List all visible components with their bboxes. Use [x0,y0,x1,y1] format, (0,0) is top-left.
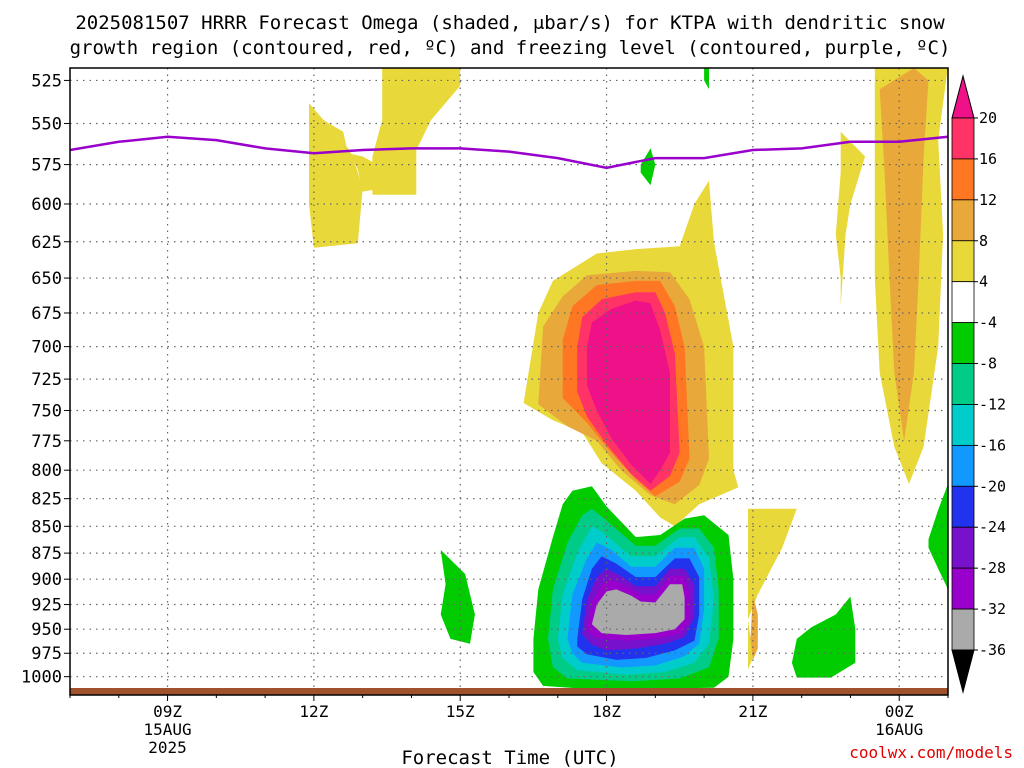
colorbar-label: -32 [979,600,1006,618]
colorbar-bin [951,567,975,610]
omega-region-1 [309,103,363,248]
omega-region-2 [372,68,461,195]
colorbar-bin [951,526,975,569]
colorbar-bin [951,404,975,446]
colorbar-bin [951,117,975,160]
colorbar-label: 20 [979,109,997,127]
colorbar-label: 16 [979,150,997,168]
grid-layer [70,68,948,695]
chart-title-line-1: 2025081507 HRRR Forecast Omega (shaded, … [75,12,945,34]
omega-region-10 [879,68,929,441]
colorbar-bottom-arrow [951,649,975,694]
omega-region-25 [704,68,709,90]
omega-region-21 [591,584,685,635]
colorbar-bin [951,608,975,651]
freezing-level-line [70,135,948,170]
colorbar-bin [951,158,975,201]
x-tick-label-18Z: 18Z [592,702,621,721]
plot-frame [69,67,949,696]
y-tick-label-975: 975 [31,644,62,664]
y-tick-label-550: 550 [31,114,62,134]
omega-region-22 [791,596,856,678]
y-tick-label-675: 675 [31,304,62,324]
credit-text[interactable]: coolwx.com/models [849,743,1013,762]
colorbar-label: 8 [979,232,988,250]
omega-region-11 [748,508,797,670]
y-tick-label-525: 525 [31,71,62,91]
y-tick-label-850: 850 [31,517,62,537]
colorbar-bin [951,240,975,283]
colorbar-bin [951,363,975,405]
y-tick-label-575: 575 [31,156,62,176]
y-tick-label-825: 825 [31,490,62,510]
omega-shading-layer [309,68,948,689]
x-tick-sublabel: 15AUG [143,720,191,739]
x-tick-label-15Z: 15Z [446,702,475,721]
colorbar-bin [951,322,975,364]
colorbar-label: -4 [979,314,997,332]
ground-surface [70,688,948,695]
colorbar-label: -24 [979,518,1006,536]
chart-title-line-2: growth region (contoured, red, ºC) and f… [70,37,951,59]
x-tick-sublabel: 2025 [148,738,187,757]
freezing-level-layer [70,135,948,170]
colorbar-label: -16 [979,436,1006,454]
colorbar-bin [951,281,975,324]
colorbar-top-arrow [951,74,975,119]
y-tick-label-1000: 1000 [21,668,62,688]
y-tick-label-650: 650 [31,269,62,289]
omega-region-23 [928,484,948,590]
x-axis-title: Forecast Time (UTC) [401,747,618,768]
x-tick-sublabel: 16AUG [875,720,923,739]
y-tick-label-800: 800 [31,461,62,481]
y-tick-label-875: 875 [31,544,62,564]
y-tick-label-775: 775 [31,432,62,452]
omega-region-24 [640,148,656,186]
x-tick-label-12Z: 12Z [299,702,328,721]
ground-layer [70,688,948,695]
colorbar-label: -28 [979,559,1006,577]
colorbar-label: 12 [979,191,997,209]
y-tick-label-625: 625 [31,233,62,253]
colorbar-bin [951,199,975,242]
y-axis: 525 550 575 600 625 650 675 700 725 750 775 800 825 8… [21,71,70,688]
y-tick-label-750: 750 [31,401,62,421]
colorbar-label: -8 [979,355,997,373]
colorbar: 20 16 12 8 4 -4 -8 -12 -16 -20 -24 -28 -32 -36 [951,74,1006,694]
y-tick-label-925: 925 [31,596,62,616]
omega-region-8 [835,131,866,307]
y-tick-label-700: 700 [31,338,62,358]
colorbar-label: -12 [979,395,1006,413]
colorbar-label: -20 [979,477,1006,495]
colorbar-bin [951,444,975,487]
x-tick-label-09Z: 09Z [153,702,182,721]
colorbar-label: 4 [979,273,988,291]
x-tick-label-00Z: 00Z [885,702,914,721]
omega-region-13 [440,549,475,644]
y-tick-label-600: 600 [31,195,62,215]
y-tick-label-725: 725 [31,370,62,390]
colorbar-bin [951,485,975,528]
colorbar-label: -36 [979,641,1006,659]
omega-region-12 [750,594,758,660]
x-tick-label-21Z: 21Z [738,702,767,721]
omega-region-0 [309,103,383,192]
y-tick-label-900: 900 [31,570,62,590]
y-tick-label-950: 950 [31,620,62,640]
